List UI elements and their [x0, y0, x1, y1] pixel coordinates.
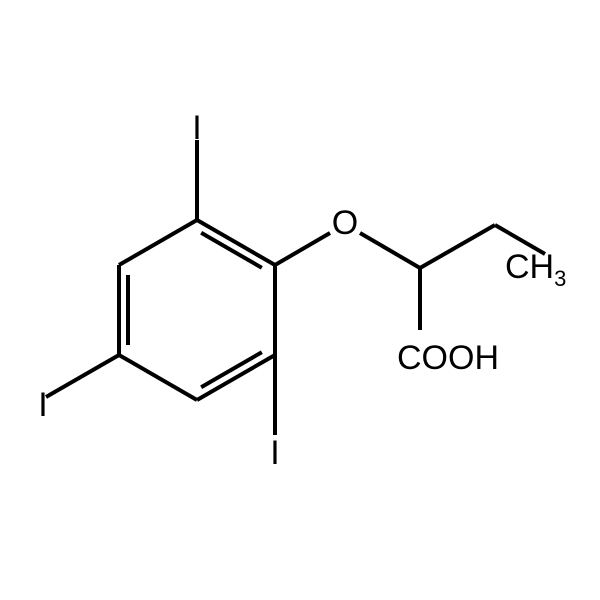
ring-bond: [197, 355, 275, 400]
chain-bond: [420, 225, 495, 268]
iodine-label: I: [38, 386, 47, 424]
molecule-diagram: I I I O CH3 COOH: [0, 0, 600, 600]
carboxylic-acid-label: COOH: [397, 339, 499, 377]
chain-bond: [360, 233, 420, 268]
substituent-bond: [46, 355, 119, 397]
chain-bond: [275, 233, 330, 265]
ring-bond: [119, 355, 197, 400]
oxygen-label: O: [332, 204, 358, 242]
iodine-label: I: [192, 109, 201, 147]
ring-bond: [197, 220, 275, 265]
methyl-label: CH3: [505, 248, 566, 291]
iodine-label: I: [270, 434, 279, 472]
ring-bond: [119, 220, 197, 265]
